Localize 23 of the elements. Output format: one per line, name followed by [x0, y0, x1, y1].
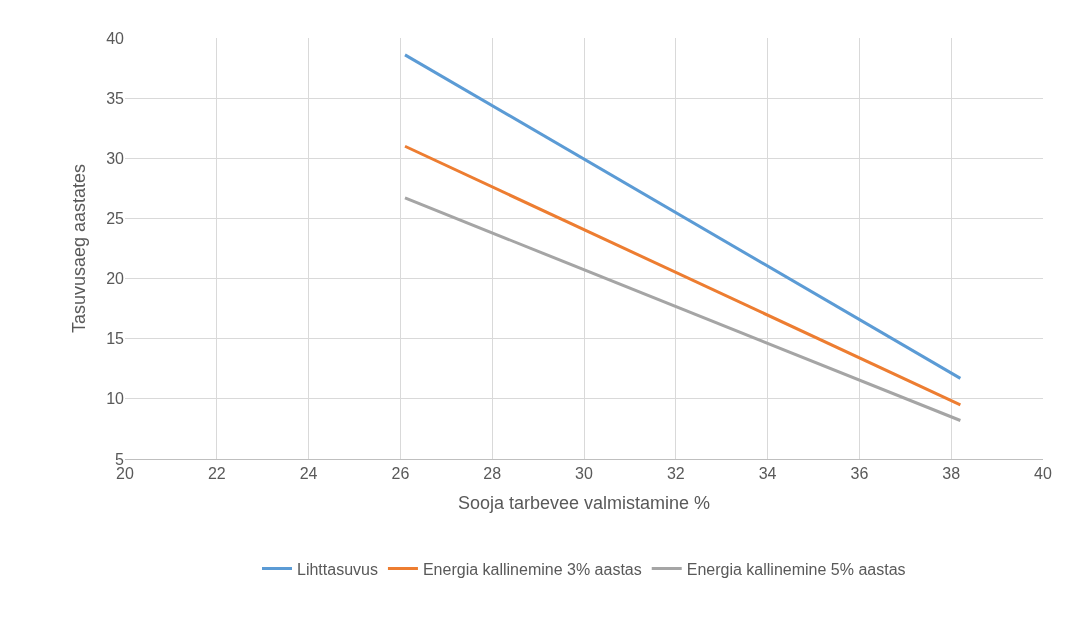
- legend-label: Lihttasuvus: [297, 560, 378, 578]
- x-tick-label: 36: [850, 465, 869, 483]
- legend-label: Energia kallinemine 3% aastas: [422, 560, 642, 578]
- x-tick-label: 28: [483, 465, 502, 483]
- y-tick-label: 25: [106, 210, 125, 228]
- x-tick-label: 40: [1034, 465, 1052, 483]
- y-tick-label: 35: [106, 89, 125, 107]
- x-tick-label: 24: [299, 465, 318, 483]
- x-tick-label: 32: [666, 465, 685, 483]
- y-tick-label: 20: [106, 270, 125, 288]
- y-tick-label: 10: [106, 390, 125, 408]
- x-axis-title: Sooja tarbevee valmistamine %: [457, 493, 711, 514]
- y-tick-label: 40: [106, 29, 125, 47]
- y-tick-label: 5: [115, 450, 125, 468]
- legend-label: Energia kallinemine 5% aastas: [686, 560, 906, 578]
- x-tick-label: 30: [575, 465, 593, 483]
- x-tick-label: 22: [207, 465, 226, 483]
- y-tick-label: 15: [106, 330, 125, 348]
- y-tick-label: 30: [106, 149, 125, 167]
- x-tick-label: 34: [758, 465, 777, 483]
- x-tick-label: 26: [391, 465, 410, 483]
- y-axis-title: Tasuvusaeg aastates: [69, 163, 90, 334]
- x-tick-label: 38: [942, 465, 961, 483]
